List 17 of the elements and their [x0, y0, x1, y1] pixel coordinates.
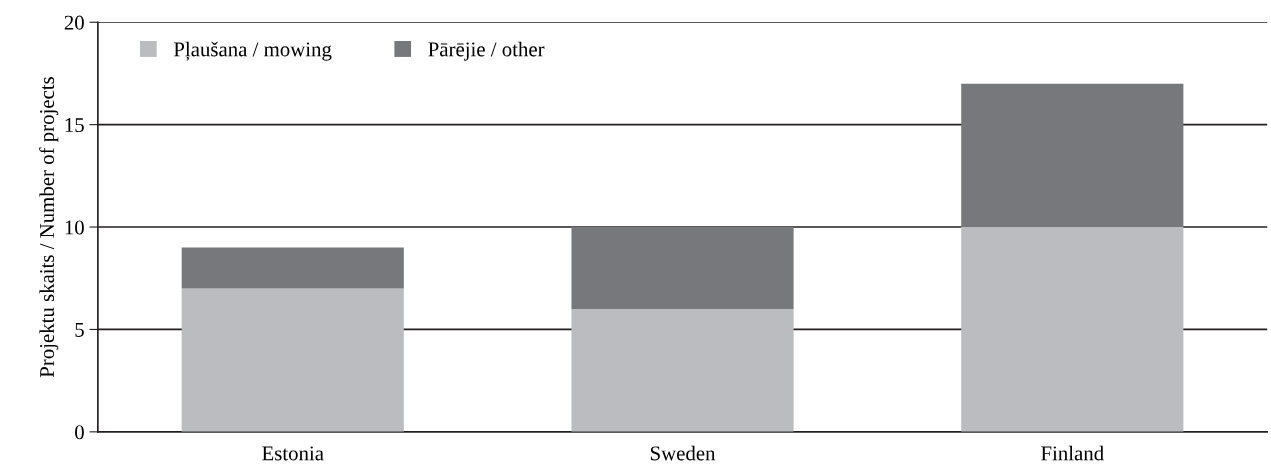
x-tick-label: Finland	[1041, 445, 1104, 461]
bar	[181, 288, 404, 432]
x-tick-label: Estonia	[262, 446, 324, 461]
legend-label: Pļaušana / mowing	[173, 41, 332, 61]
y-tick-label: 5	[75, 323, 84, 337]
y-tick-label: 0	[75, 425, 84, 440]
bar	[961, 227, 1184, 432]
y-tick-label: 15	[65, 118, 84, 133]
bar	[181, 247, 404, 289]
legend-label: Pārējie / other	[428, 41, 545, 61]
y-tick-label: 10	[65, 220, 84, 235]
bar	[571, 227, 794, 309]
bar	[961, 83, 1184, 228]
y-axis-title: Projektu skaits / Number of projects	[39, 77, 59, 378]
y-tick-label: 20	[64, 15, 84, 30]
x-tick-label: Sweden	[650, 445, 716, 461]
bar	[571, 308, 794, 432]
